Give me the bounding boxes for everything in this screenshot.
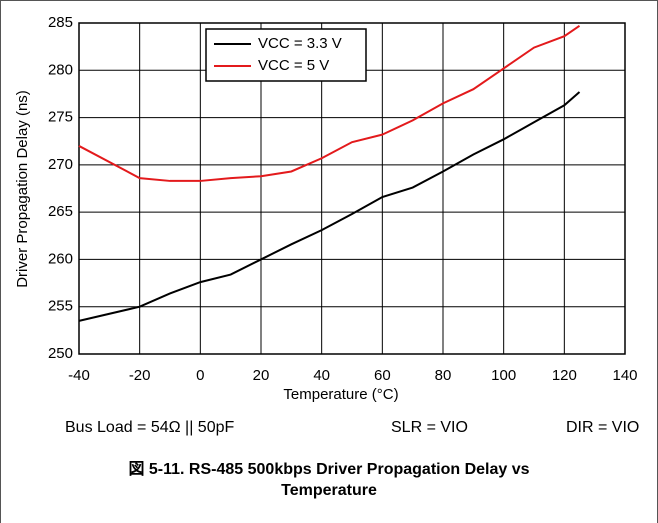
y-tick-label: 265: [48, 203, 73, 220]
x-tick-label: 140: [612, 367, 637, 384]
annotation: SLR = VIO: [391, 419, 468, 436]
caption: 図 5-11. RS-485 500kbps Driver Propagatio…: [128, 461, 530, 499]
x-tick-label: 120: [552, 367, 577, 384]
legend-label: VCC = 3.3 V: [258, 35, 342, 52]
y-tick-label: 250: [48, 345, 73, 362]
x-tick-label: 100: [491, 367, 516, 384]
y-axis-label: Driver Propagation Delay (ns): [14, 90, 31, 288]
x-axis-label: Temperature (°C): [283, 386, 398, 403]
x-tick-label: 40: [313, 367, 330, 384]
x-tick-label: -40: [68, 367, 90, 384]
y-tick-label: 275: [48, 109, 73, 126]
plot-border: [78, 22, 626, 355]
x-tick-label: 60: [374, 367, 391, 384]
y-tick-label: 260: [48, 250, 73, 267]
x-tick-label: -20: [129, 367, 151, 384]
y-tick-label: 285: [48, 14, 73, 31]
annotation: DIR = VIO: [566, 419, 640, 436]
x-tick-label: 80: [435, 367, 452, 384]
legend-label: VCC = 5 V: [258, 57, 329, 74]
y-tick-label: 255: [48, 298, 73, 315]
y-tick-label: 280: [48, 61, 73, 78]
caption-box: 図 5-11. RS-485 500kbps Driver Propagatio…: [1, 459, 657, 501]
legend-box: [205, 28, 367, 82]
annotation: Bus Load = 54Ω || 50pF: [65, 419, 235, 436]
line-series: [78, 25, 581, 182]
y-tick-label: 270: [48, 156, 73, 173]
x-tick-label: 20: [253, 367, 270, 384]
chart: Temperature (°C) Driver Propagation Dela…: [14, 14, 638, 403]
line-series: [78, 91, 581, 322]
x-tick-label: 0: [196, 367, 204, 384]
